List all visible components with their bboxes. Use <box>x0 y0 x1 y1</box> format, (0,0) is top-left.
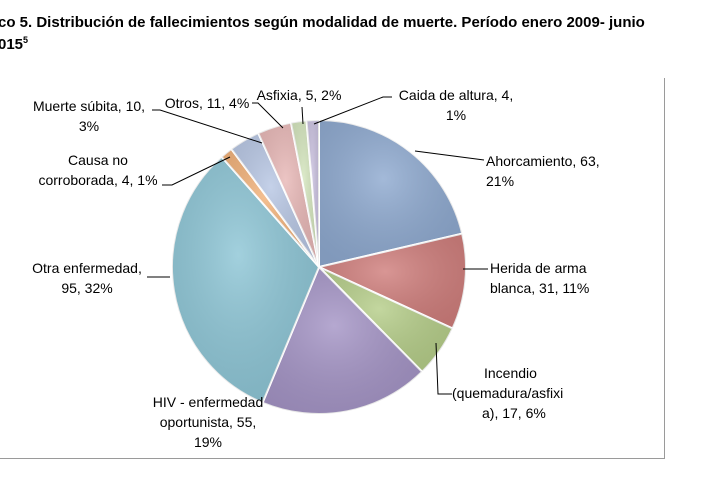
slice-label-1: Herida de arma blanca, 31, 11% <box>490 260 589 296</box>
pie-slice-shade-3 <box>262 267 423 415</box>
slice-label-2-line-1: (quemadura/asfixi <box>452 385 563 401</box>
slice-label-5-line-0: Causa no <box>68 152 128 168</box>
slice-label-0-line-0: Ahorcamiento, 63, <box>486 153 600 169</box>
pie-slice-shade-4 <box>171 156 319 403</box>
leader-line-8 <box>301 106 304 125</box>
pie-slice-shade-5 <box>221 149 319 267</box>
chart-title: co 5. Distribución de fallecimientos seg… <box>0 12 718 56</box>
chart-title-line1: co 5. Distribución de fallecimientos seg… <box>0 14 645 31</box>
slice-label-9: Caida de altura, 4, 1% <box>399 87 513 123</box>
slice-label-9-line-1: 1% <box>446 107 466 123</box>
leader-line-9 <box>313 96 392 125</box>
slice-label-1-line-1: blanca, 31, 11% <box>490 280 589 296</box>
pie-slice-shade-0 <box>319 120 463 267</box>
pie-slice-shade-8 <box>290 120 319 267</box>
chart-frame <box>0 78 665 459</box>
pie-slice-shade-7 <box>258 122 319 267</box>
leader-line-5 <box>162 156 231 186</box>
slice-label-4-line-1: 95, 32% <box>61 280 112 296</box>
leader-line-2 <box>435 342 452 395</box>
slice-label-7: Otros, 11, 4% <box>165 95 250 111</box>
slice-label-2-line-2: a), 17, 6% <box>482 405 546 421</box>
chart-title-footnote: 5 <box>23 35 29 45</box>
slice-label-7-line-0: Otros, 11, 4% <box>165 95 250 111</box>
leader-line-0 <box>414 150 485 161</box>
slice-label-1-line-0: Herida de arma <box>490 260 587 276</box>
slice-label-8-line-0: Asfixia, 5, 2% <box>257 87 342 103</box>
slice-label-8: Asfixia, 5, 2% <box>257 87 342 103</box>
slice-label-5-line-1: corroborada, 4, 1% <box>38 172 157 188</box>
slice-label-3-line-1: oportunista, 55, <box>160 414 257 430</box>
pie-slice-shade-6 <box>231 133 319 267</box>
slice-label-0-line-1: 21% <box>486 173 514 189</box>
slice-label-3-line-2: 19% <box>194 434 222 450</box>
slice-label-6: Muerte súbita, 10, 3% <box>33 98 145 134</box>
slice-label-9-line-0: Caida de altura, 4, <box>399 87 513 103</box>
leader-line-7 <box>252 102 284 129</box>
slice-label-2-line-0: Incendio <box>484 365 537 381</box>
pie-slice-shade-1 <box>319 233 466 329</box>
slice-label-3-line-0: HIV - enfermedad <box>153 394 264 410</box>
leader-line-6 <box>152 109 263 144</box>
slice-label-2: Incendio (quemadura/asfixi a), 17, 6% <box>452 365 563 421</box>
chart-title-line2: 015 <box>0 36 24 53</box>
slice-label-4-line-0: Otra enfermedad, <box>32 260 142 276</box>
slice-label-4: Otra enfermedad, 95, 32% <box>32 260 142 296</box>
pie-slice-shade-9 <box>306 119 319 267</box>
pie-slice-shade-2 <box>319 267 453 372</box>
slice-label-6-line-1: 3% <box>79 118 99 134</box>
slice-label-0: Ahorcamiento, 63, 21% <box>486 153 600 189</box>
slice-label-3: HIV - enfermedad oportunista, 55, 19% <box>153 394 264 450</box>
slice-label-5: Causa no corroborada, 4, 1% <box>38 152 157 188</box>
slice-label-6-line-0: Muerte súbita, 10, <box>33 98 145 114</box>
